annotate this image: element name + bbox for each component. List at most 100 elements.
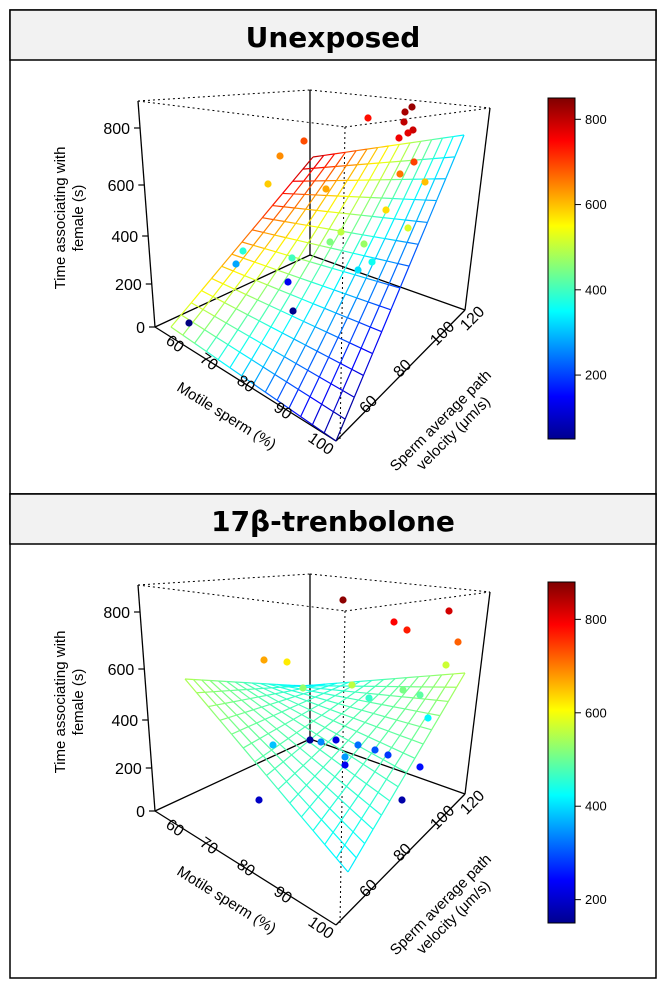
- mesh-line: [380, 800, 391, 816]
- mesh-line: [295, 362, 309, 371]
- mesh-line: [319, 749, 332, 759]
- mesh-line: [386, 240, 397, 262]
- box-edge: [154, 738, 311, 812]
- mesh-line: [337, 786, 347, 798]
- mesh-line: [352, 709, 363, 719]
- mesh-line: [307, 369, 320, 378]
- mesh-line: [251, 217, 263, 231]
- mesh-line: [327, 195, 339, 212]
- data-point: [239, 247, 247, 255]
- mesh-line: [256, 718, 266, 724]
- data-point: [395, 134, 403, 142]
- mesh-line: [251, 682, 261, 685]
- mesh-line: [301, 714, 314, 722]
- mesh-line: [262, 349, 274, 368]
- mesh-line: [344, 274, 356, 295]
- mesh-line: [394, 218, 406, 221]
- mesh-line: [312, 819, 322, 832]
- mesh-line: [381, 703, 394, 708]
- mesh-line: [330, 247, 342, 252]
- mesh-line: [260, 326, 272, 344]
- mesh-line: [312, 285, 324, 304]
- data-point: [269, 741, 277, 749]
- panel-2: 17β-trenbolone 0 200 400 600 800 60 70 80 90 100 60…: [9, 493, 657, 979]
- mesh-line: [273, 715, 286, 725]
- mesh-line: [239, 351, 252, 361]
- mesh-line: [297, 388, 311, 398]
- mesh-line: [332, 390, 344, 412]
- mesh-line: [358, 321, 371, 328]
- mesh-line: [344, 397, 355, 420]
- mesh-line: [384, 706, 394, 718]
- mesh-line: [245, 293, 258, 301]
- mesh-line: [276, 723, 286, 730]
- colorbar-tick-label: 600: [585, 705, 607, 720]
- mesh-line: [305, 326, 316, 346]
- mesh-line: [404, 199, 416, 221]
- mesh-line: [278, 698, 287, 703]
- mesh-line: [392, 197, 404, 200]
- mesh-line: [360, 347, 373, 355]
- mesh-line: [280, 294, 291, 311]
- mesh-line: [263, 231, 275, 236]
- data-point: [332, 736, 340, 744]
- mesh-line: [400, 142, 411, 162]
- mesh-line: [311, 403, 323, 425]
- mesh-line: [265, 251, 277, 267]
- mesh-line: [262, 755, 276, 770]
- mesh-line: [211, 265, 223, 279]
- mesh-line: [341, 713, 354, 719]
- mesh-line: [316, 727, 326, 735]
- mesh-line: [320, 687, 332, 691]
- mesh-line: [311, 281, 323, 287]
- mesh-line: [302, 156, 314, 170]
- mesh-line: [343, 690, 356, 693]
- mesh-line: [297, 784, 307, 795]
- mesh-line: [379, 730, 389, 743]
- mesh-line: [277, 780, 287, 790]
- mesh-line: [272, 204, 284, 208]
- mesh-line: [293, 338, 306, 346]
- mesh-line: [396, 708, 406, 721]
- mesh-line: [307, 226, 319, 244]
- mesh-line: [299, 740, 309, 749]
- mesh-line: [205, 336, 217, 352]
- y-tick-label: 60: [357, 876, 382, 901]
- mesh-line: [264, 247, 277, 253]
- mesh-line: [361, 709, 374, 715]
- mesh-line: [317, 786, 327, 798]
- data-point: [404, 224, 412, 232]
- mesh-line: [399, 734, 412, 741]
- mesh-line: [274, 373, 287, 383]
- mesh-line: [264, 234, 276, 249]
- mesh-line: [397, 262, 410, 267]
- mesh-line: [390, 160, 402, 180]
- mesh-line: [305, 194, 317, 210]
- mesh-line: [408, 722, 421, 728]
- data-point: [185, 319, 193, 327]
- mesh-line: [296, 732, 309, 742]
- box-edge: [344, 591, 491, 612]
- mesh-line: [357, 163, 369, 181]
- mesh-line: [326, 699, 339, 705]
- mesh-line: [321, 383, 332, 405]
- mesh-line: [383, 217, 395, 220]
- mesh-line: [329, 797, 339, 809]
- mesh-line: [264, 374, 276, 393]
- mesh-line: [266, 775, 279, 790]
- mesh-line: [204, 691, 214, 693]
- mesh-line: [255, 265, 267, 281]
- mesh-line: [365, 277, 378, 283]
- mesh-line: [192, 309, 204, 323]
- mesh-line: [376, 726, 389, 732]
- mesh-line: [353, 375, 364, 398]
- mesh-line: [228, 714, 237, 719]
- mesh-line: [369, 805, 382, 816]
- z-axis-label: Time associating withfemale (s): [52, 147, 87, 290]
- y-tick-label: 80: [391, 840, 416, 865]
- mesh-line: [282, 192, 294, 195]
- mesh-line: [324, 831, 334, 845]
- y-axis-label: Sperm average pathvelocity (μm/s): [387, 367, 508, 488]
- x-tick-label: 90: [270, 883, 294, 907]
- mesh-line: [425, 199, 437, 202]
